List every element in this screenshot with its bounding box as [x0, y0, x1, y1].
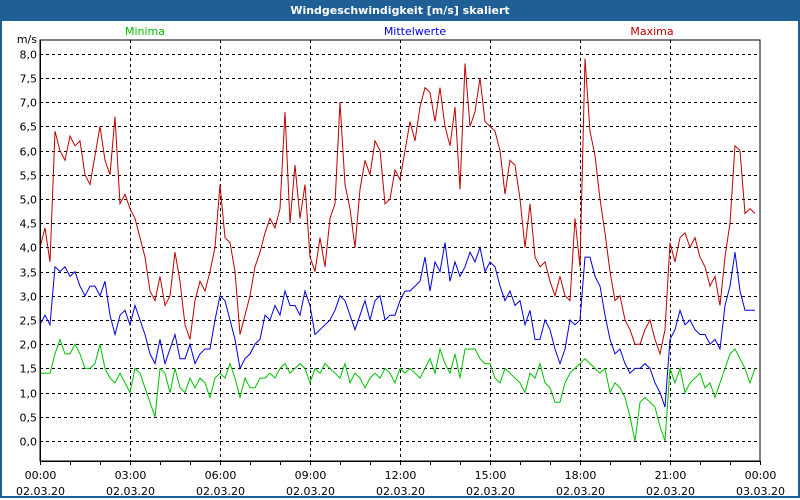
x-tick-date: 03.03.20: [736, 485, 785, 498]
legend-minima: Minima: [125, 25, 165, 38]
x-tick-date: 02.03.20: [286, 485, 335, 498]
y-tick-label: 4,5: [20, 218, 38, 231]
y-tick-label: 5,5: [20, 170, 38, 183]
y-axis-unit: m/s: [17, 33, 37, 46]
y-tick-label: 6,5: [20, 121, 38, 134]
y-tick-label: 3,0: [20, 291, 38, 304]
series-line-maxima: [39, 58, 756, 356]
series-lines: [39, 58, 756, 442]
x-tick-date: 02.03.20: [646, 485, 695, 498]
series-line-mittelwerte: [39, 242, 755, 408]
x-tick-date: 02.03.20: [466, 485, 515, 498]
y-tick-label: 5,0: [20, 194, 38, 207]
labels: 8,0 7,5 7,0 6,5 6,0 5,5 5,0 4,5 4,0 3,5 3,0 2,5 2,0 1…: [16, 25, 785, 498]
x-tick-time: 03:00: [115, 469, 147, 482]
x-tick-time: 18:00: [565, 469, 597, 482]
x-tick-date: 02.03.20: [556, 485, 605, 498]
y-tick-label: 2,5: [20, 315, 38, 328]
axes: [40, 40, 761, 465]
series-line-minima: [40, 337, 756, 442]
x-tick-date: 02.03.20: [196, 485, 245, 498]
x-tick-time: 21:00: [655, 469, 687, 482]
y-tick-label: 7,5: [20, 73, 38, 86]
y-tick-label: 3,5: [20, 267, 38, 280]
y-tick-label: 2,0: [20, 339, 38, 352]
y-tick-label: 7,0: [20, 97, 38, 110]
x-tick-time: 06:00: [205, 469, 237, 482]
x-tick-date: 02.03.20: [376, 485, 425, 498]
x-tick-date: 02.03.20: [106, 485, 155, 498]
x-tick-time: 12:00: [385, 469, 417, 482]
y-tick-label: 4,0: [20, 242, 38, 255]
x-tick-time: 15:00: [475, 469, 507, 482]
legend-mittelwerte: Mittelwerte: [384, 25, 447, 38]
legend-maxima: Maxima: [630, 25, 673, 38]
y-tick-label: 1,0: [20, 388, 38, 401]
y-tick-label: 1,5: [20, 363, 38, 376]
x-tick-time: 00:00: [745, 469, 777, 482]
x-tick-date: 02.03.20: [16, 485, 65, 498]
x-tick-time: 09:00: [295, 469, 327, 482]
x-tick-time: 00:00: [25, 469, 57, 482]
y-tick-label: 8,0: [20, 49, 38, 62]
y-tick-label: 0,5: [20, 412, 38, 425]
window-title: Windgeschwindigkeit [m/s] skaliert: [0, 0, 800, 21]
y-tick-label: 0,0: [20, 436, 38, 449]
y-tick-label: 6,0: [20, 146, 38, 159]
grid: [39, 39, 761, 462]
